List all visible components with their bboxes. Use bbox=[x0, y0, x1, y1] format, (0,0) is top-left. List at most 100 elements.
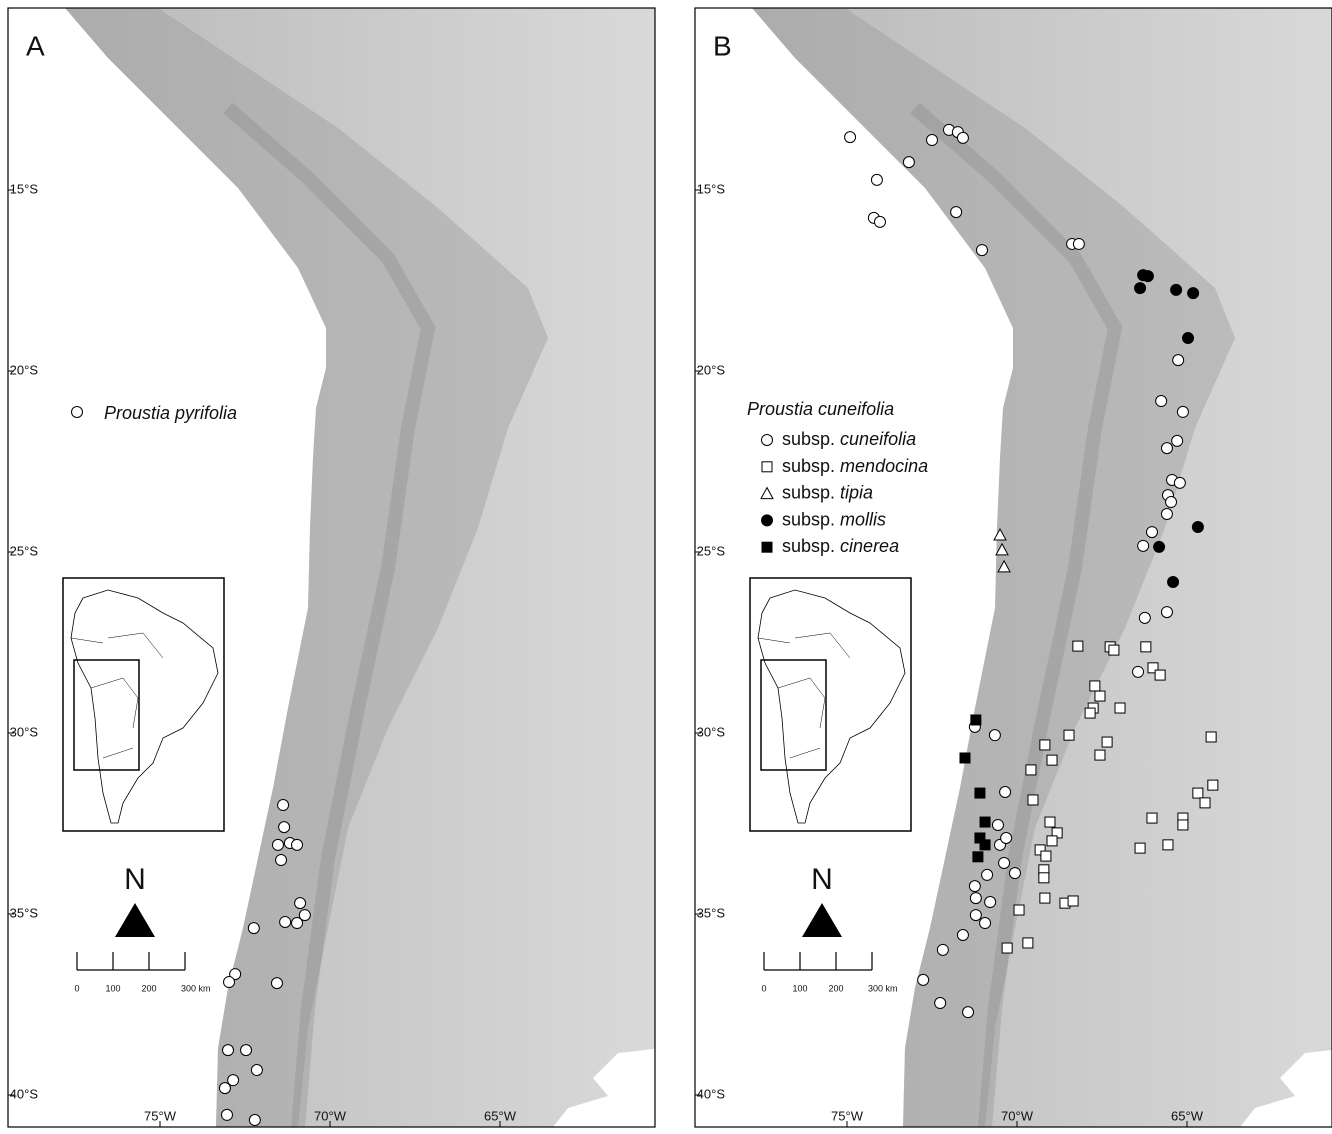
marker bbox=[1171, 284, 1182, 295]
legend-marker bbox=[762, 515, 773, 526]
lat-label: 35°S bbox=[10, 905, 39, 920]
marker bbox=[1000, 787, 1011, 798]
marker bbox=[1045, 817, 1055, 827]
marker bbox=[1192, 522, 1203, 533]
marker bbox=[1026, 765, 1036, 775]
marker bbox=[224, 977, 235, 988]
lon-label: 65°W bbox=[1171, 1108, 1204, 1123]
marker bbox=[1183, 333, 1194, 344]
marker bbox=[969, 881, 980, 892]
marker bbox=[845, 132, 856, 143]
lon-label: 75°W bbox=[831, 1108, 864, 1123]
north-label: N bbox=[811, 863, 833, 896]
marker bbox=[1085, 708, 1095, 718]
scale-label: 200 bbox=[141, 983, 156, 993]
panel-label: A bbox=[26, 30, 45, 61]
lat-label: 20°S bbox=[10, 362, 39, 377]
figure: A15°S20°S25°S30°S35°S40°S75°W70°W65°WN01… bbox=[0, 0, 1332, 1129]
marker bbox=[1200, 798, 1210, 808]
marker bbox=[1161, 607, 1172, 618]
marker bbox=[1102, 737, 1112, 747]
marker bbox=[1163, 840, 1173, 850]
marker bbox=[1095, 691, 1105, 701]
marker bbox=[980, 817, 990, 827]
legend-title: Proustia cuneifolia bbox=[747, 399, 894, 419]
marker bbox=[276, 855, 287, 866]
marker bbox=[982, 869, 993, 880]
marker bbox=[1002, 943, 1012, 953]
legend-name: mendocina bbox=[840, 456, 928, 476]
basemap bbox=[695, 8, 1332, 1127]
marker bbox=[980, 840, 990, 850]
legend-prefix: subsp. bbox=[782, 429, 835, 449]
marker bbox=[295, 898, 306, 909]
marker bbox=[241, 1045, 252, 1056]
marker bbox=[1166, 497, 1177, 508]
lat-label: 25°S bbox=[697, 543, 726, 558]
legend-name: cuneifolia bbox=[840, 429, 916, 449]
marker bbox=[1040, 740, 1050, 750]
lat-label: 15°S bbox=[10, 181, 39, 196]
marker bbox=[279, 822, 290, 833]
lon-label: 65°W bbox=[484, 1108, 517, 1123]
marker bbox=[1047, 755, 1057, 765]
marker bbox=[957, 929, 968, 940]
marker bbox=[971, 715, 981, 725]
legend-marker bbox=[762, 462, 772, 472]
marker bbox=[992, 819, 1003, 830]
marker bbox=[223, 1045, 234, 1056]
marker bbox=[280, 916, 291, 927]
lat-label: 40°S bbox=[697, 1086, 726, 1101]
marker bbox=[1014, 905, 1024, 915]
marker bbox=[1001, 832, 1012, 843]
scale-label: 300 km bbox=[868, 983, 898, 993]
marker bbox=[1040, 893, 1050, 903]
marker bbox=[980, 918, 991, 929]
marker bbox=[1115, 703, 1125, 713]
scale-label: 0 bbox=[761, 983, 766, 993]
marker bbox=[960, 753, 970, 763]
legend-name: cinerea bbox=[840, 536, 899, 556]
marker bbox=[1155, 670, 1165, 680]
marker bbox=[989, 730, 1000, 741]
marker bbox=[927, 135, 938, 146]
legend-marker bbox=[762, 435, 773, 446]
marker bbox=[1139, 612, 1150, 623]
marker bbox=[292, 918, 303, 929]
marker bbox=[1095, 750, 1105, 760]
marker bbox=[1206, 732, 1216, 742]
marker bbox=[1208, 780, 1218, 790]
lat-label: 35°S bbox=[697, 905, 726, 920]
marker bbox=[1156, 396, 1167, 407]
marker bbox=[1047, 836, 1057, 846]
marker bbox=[1161, 508, 1172, 519]
marker bbox=[985, 897, 996, 908]
lat-label: 15°S bbox=[697, 181, 726, 196]
marker bbox=[272, 839, 283, 850]
marker bbox=[903, 157, 914, 168]
legend-entry: subsp.cuneifolia bbox=[782, 429, 916, 449]
marker bbox=[1028, 795, 1038, 805]
marker bbox=[1109, 645, 1119, 655]
scale-label: 100 bbox=[105, 983, 120, 993]
lon-label: 75°W bbox=[144, 1108, 177, 1123]
marker bbox=[1141, 642, 1151, 652]
marker bbox=[1161, 443, 1172, 454]
marker bbox=[1174, 477, 1185, 488]
lat-label: 20°S bbox=[697, 362, 726, 377]
marker bbox=[1177, 406, 1188, 417]
marker bbox=[935, 998, 946, 1009]
marker bbox=[957, 132, 968, 143]
legend-entry: subsp.mollis bbox=[782, 509, 886, 529]
lon-label: 70°W bbox=[1001, 1108, 1034, 1123]
marker bbox=[248, 923, 259, 934]
legend-prefix: subsp. bbox=[782, 482, 835, 502]
north-label: N bbox=[124, 863, 146, 896]
marker bbox=[1193, 788, 1203, 798]
marker bbox=[1142, 271, 1153, 282]
marker bbox=[1178, 820, 1188, 830]
lat-label: 40°S bbox=[10, 1086, 39, 1101]
marker bbox=[1064, 730, 1074, 740]
